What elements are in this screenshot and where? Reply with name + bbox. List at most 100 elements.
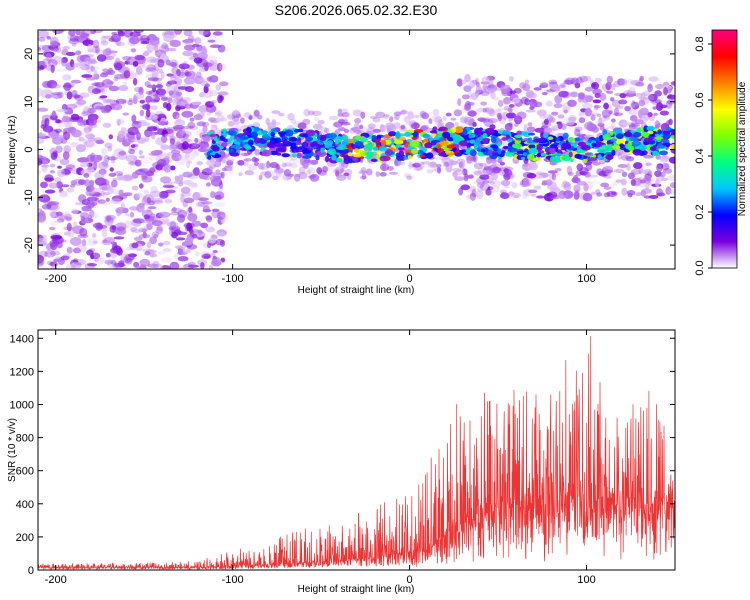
spectrogram-blob: [641, 132, 650, 137]
spectrogram-blob: [353, 154, 362, 158]
spectrogram-blob: [512, 97, 520, 104]
spectrogram-blob: [584, 107, 592, 117]
spectrogram-blob: [561, 142, 571, 150]
spectrogram-blob: [592, 88, 602, 95]
spectrogram-blob: [475, 85, 482, 94]
spectrogram-blob: [70, 113, 80, 121]
spectrogram-blob: [65, 103, 78, 110]
spectrogram-blob: [118, 189, 124, 198]
spectrogram-blob: [536, 152, 542, 158]
spectrogram-blob: [78, 92, 90, 98]
spectrogram-blob: [111, 154, 116, 163]
spectrogram-blob: [466, 91, 473, 99]
spectrogram-blob: [206, 159, 215, 167]
colorbar-label: Normalized spectral amplitude: [737, 81, 748, 216]
spectrogram-blob: [659, 171, 666, 178]
spectrogram-blob: [481, 76, 490, 83]
spectrogram-blob: [146, 241, 152, 249]
spectrogram-blob: [227, 115, 234, 120]
spectrogram-blob: [606, 144, 615, 151]
snr-y-label: SNR (10 * v/v): [7, 418, 18, 482]
spectrogram-blob: [443, 161, 450, 167]
spectrogram-blob: [54, 134, 65, 142]
spectrogram-blob: [253, 161, 259, 167]
spectrogram-blob: [166, 221, 179, 228]
spectrogram-blob: [666, 94, 675, 100]
spectrogram-blob: [466, 155, 473, 165]
spectrogram-blob: [102, 194, 108, 199]
spectrogram-blob: [645, 162, 652, 166]
spectrogram-blob: [618, 99, 628, 105]
spectrogram-blob: [620, 155, 631, 161]
spectrogram-blob: [204, 83, 211, 88]
spectrogram-blob: [85, 133, 95, 139]
spectrogram-blob: [486, 83, 495, 90]
spectrogram-blob: [574, 126, 583, 132]
spectrogram-blob: [290, 144, 297, 150]
spectrogram-blob: [209, 75, 219, 83]
spectrogram-blob: [154, 44, 159, 53]
spectrogram-blob: [647, 111, 653, 118]
spectrogram-blob: [601, 109, 612, 118]
spectrogram-blob: [121, 100, 127, 106]
spectrogram-blob: [146, 56, 158, 64]
spectrogram-blob: [144, 50, 153, 54]
spectrogram-blob: [530, 193, 537, 197]
spectrogram-blob: [156, 224, 163, 232]
snr-y-ticks: 0 200 400 600 800 1000 1200 1400: [10, 333, 675, 577]
spectrogram-blob: [146, 197, 152, 204]
spectrogram-blob: [142, 103, 151, 110]
spectrogram-blob: [561, 181, 571, 188]
spectrogram-blob: [155, 157, 162, 164]
spectrogram-blob: [386, 166, 395, 171]
spectrogram-blob: [212, 31, 223, 36]
spectrogram-blob: [91, 82, 101, 87]
spectrogram-blob: [593, 104, 599, 111]
spectrogram-blob: [217, 214, 228, 222]
spectrogram-blob: [65, 217, 72, 222]
spectrogram-blob: [202, 146, 211, 150]
spectrogram-blob: [192, 167, 200, 176]
spectrogram-blob: [184, 103, 192, 109]
spectrogram-blob: [497, 107, 505, 111]
spectrogram-blob: [62, 151, 70, 160]
spectrogram-blob: [271, 110, 281, 114]
spectrogram-blob: [149, 213, 156, 218]
spectrogram-blob: [379, 171, 387, 177]
spectrogram-blob: [513, 154, 519, 161]
spectrogram-blob: [210, 233, 215, 239]
colorbar-ticks: 0.0 0.2 0.4 0.6 0.8: [694, 36, 712, 276]
spectrogram-blob: [633, 162, 643, 170]
spectrogram-blob: [86, 249, 94, 256]
spectrogram-blob: [151, 71, 159, 78]
spectrogram-blob: [90, 30, 97, 35]
spectrogram-blob: [120, 253, 130, 263]
spectrogram-blob: [143, 214, 151, 220]
spectrogram-blob: [88, 185, 95, 192]
spectrogram-blob: [288, 158, 299, 164]
spectrogram-blob: [184, 152, 190, 159]
spectrogram-blob: [562, 117, 570, 123]
spectrogram-blob: [219, 95, 225, 101]
spectrogram-blob: [108, 172, 117, 177]
spectrogram-blob: [603, 186, 612, 190]
spectrogram-blob: [183, 44, 196, 51]
spectrogram-blob: [106, 156, 118, 161]
spectrogram-blob: [272, 175, 279, 181]
spectrogram-blob: [502, 88, 511, 93]
spectrogram-blob: [308, 110, 315, 116]
spectrogram-blob: [266, 160, 271, 169]
spectrogram-blob: [146, 64, 156, 72]
spectrogram-blob: [419, 154, 426, 158]
spectrogram-blob: [549, 156, 557, 163]
spectrogram-blob: [536, 195, 545, 199]
spectrogram-blob: [572, 174, 579, 183]
spectrogram-blob: [419, 110, 427, 119]
spectrogram-blob: [657, 129, 662, 135]
spectrogram-blob: [606, 126, 618, 130]
spectrogram-blob: [183, 39, 194, 46]
spectrogram-blob: [258, 174, 263, 181]
spectrogram-blob: [452, 134, 461, 141]
spectrogram-blob: [328, 115, 339, 121]
spectrogram-blob: [139, 168, 150, 173]
